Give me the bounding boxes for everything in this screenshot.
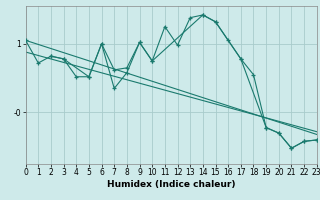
X-axis label: Humidex (Indice chaleur): Humidex (Indice chaleur): [107, 180, 236, 189]
